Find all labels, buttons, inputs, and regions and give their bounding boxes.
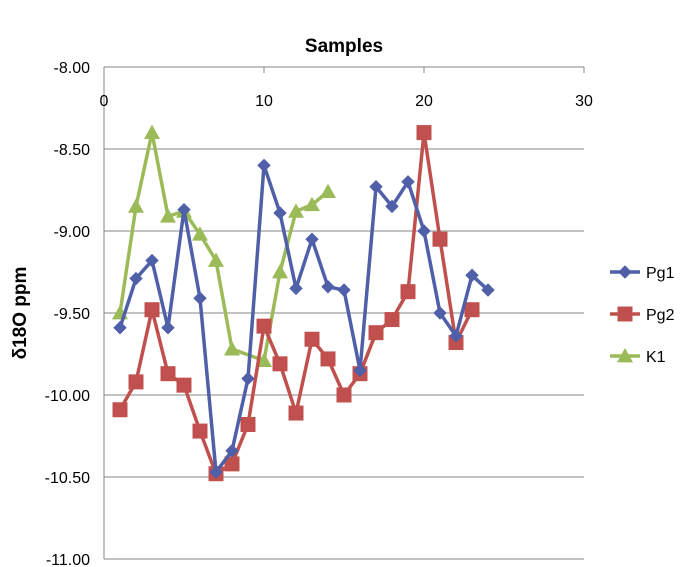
legend: Pg1 Pg2 K1	[610, 265, 675, 366]
data-point-k1	[256, 352, 272, 367]
data-point-pg2	[416, 125, 432, 141]
data-point-k1	[272, 264, 288, 279]
y-tick-label: -9.50	[54, 306, 91, 323]
data-point-pg2	[192, 423, 208, 439]
data-point-pg2	[224, 456, 240, 472]
x-tick-label: 20	[415, 93, 433, 110]
data-point-pg1	[465, 268, 479, 282]
x-tick-label: 0	[100, 93, 109, 110]
legend-marker	[617, 306, 633, 322]
legend-label: K1	[646, 349, 666, 366]
data-point-k1	[160, 208, 176, 223]
y-tick-label: -8.00	[54, 60, 91, 77]
data-point-pg2	[272, 356, 288, 372]
data-point-pg1	[225, 444, 239, 458]
data-point-k1	[192, 226, 208, 241]
data-point-pg1	[353, 363, 367, 378]
data-point-k1	[144, 124, 160, 139]
legend-item-pg1: Pg1	[610, 265, 675, 282]
data-point-pg2	[336, 387, 352, 403]
legend-label: Pg2	[646, 307, 675, 324]
data-point-pg2	[304, 331, 320, 347]
y-axis-label: δ18O ppm	[10, 267, 31, 360]
data-point-pg1	[113, 321, 127, 335]
data-point-pg2	[464, 302, 480, 318]
data-point-pg2	[256, 318, 272, 334]
data-point-k1	[224, 341, 240, 356]
data-point-pg2	[144, 302, 160, 318]
series-line-k1	[118, 130, 330, 363]
data-point-k1	[128, 198, 144, 213]
data-point-pg1	[417, 224, 431, 238]
data-point-pg1	[145, 253, 159, 268]
series-k1	[112, 124, 336, 367]
axes: -8.00 -8.50 -9.00 -9.50 -10.00 -10.50 -11.00 0 1…	[45, 60, 593, 567]
data-point-pg2	[128, 374, 144, 390]
data-point-pg1	[385, 199, 399, 214]
data-point-pg1	[241, 371, 255, 386]
data-point-pg2	[400, 284, 416, 300]
y-tick-label: -8.50	[54, 142, 91, 159]
legend-item-pg2: Pg2	[610, 306, 675, 324]
data-point-pg1	[193, 291, 207, 305]
series-layer	[112, 124, 495, 482]
data-point-pg2	[384, 312, 400, 328]
legend-label: Pg1	[646, 265, 675, 282]
legend-marker	[618, 265, 632, 279]
legend-item-k1: K1	[610, 348, 666, 366]
data-point-pg1	[289, 281, 303, 296]
legend-marker	[617, 348, 633, 363]
x-tick-label: 30	[575, 93, 593, 110]
data-point-pg2	[320, 351, 336, 367]
data-point-pg2	[432, 231, 448, 247]
data-point-pg1	[129, 271, 143, 286]
y-tick-label: -11.00	[46, 552, 90, 567]
data-point-pg1	[337, 283, 351, 297]
series-pg1	[113, 158, 495, 479]
data-point-pg1	[177, 202, 191, 217]
data-point-pg2	[160, 366, 176, 382]
data-point-pg1	[305, 232, 319, 246]
data-point-pg1	[273, 206, 287, 220]
data-point-pg1	[481, 283, 495, 297]
data-point-pg2	[368, 325, 384, 341]
data-point-pg1	[433, 306, 447, 320]
chart-title: Samples	[305, 36, 383, 57]
data-point-pg1	[449, 329, 463, 343]
data-point-k1	[208, 252, 224, 267]
data-point-pg1	[369, 180, 383, 194]
data-point-pg1	[401, 175, 415, 189]
data-point-pg2	[240, 417, 256, 433]
series-pg2	[112, 125, 480, 482]
data-point-k1	[288, 203, 304, 218]
data-point-pg1	[209, 465, 223, 479]
data-point-k1	[320, 183, 336, 199]
y-tick-label: -10.50	[45, 470, 90, 487]
gridlines	[104, 66, 584, 560]
data-point-pg2	[176, 377, 192, 393]
data-point-k1	[304, 196, 320, 212]
data-point-pg1	[321, 280, 335, 294]
data-point-pg1	[161, 321, 175, 335]
y-tick-label: -10.00	[45, 388, 90, 405]
x-tick-label: 10	[255, 93, 273, 110]
y-tick-label: -9.00	[54, 224, 91, 241]
series-line-pg1	[118, 163, 490, 474]
data-point-pg2	[288, 405, 304, 421]
data-point-pg2	[112, 402, 128, 418]
data-point-pg1	[257, 158, 271, 173]
